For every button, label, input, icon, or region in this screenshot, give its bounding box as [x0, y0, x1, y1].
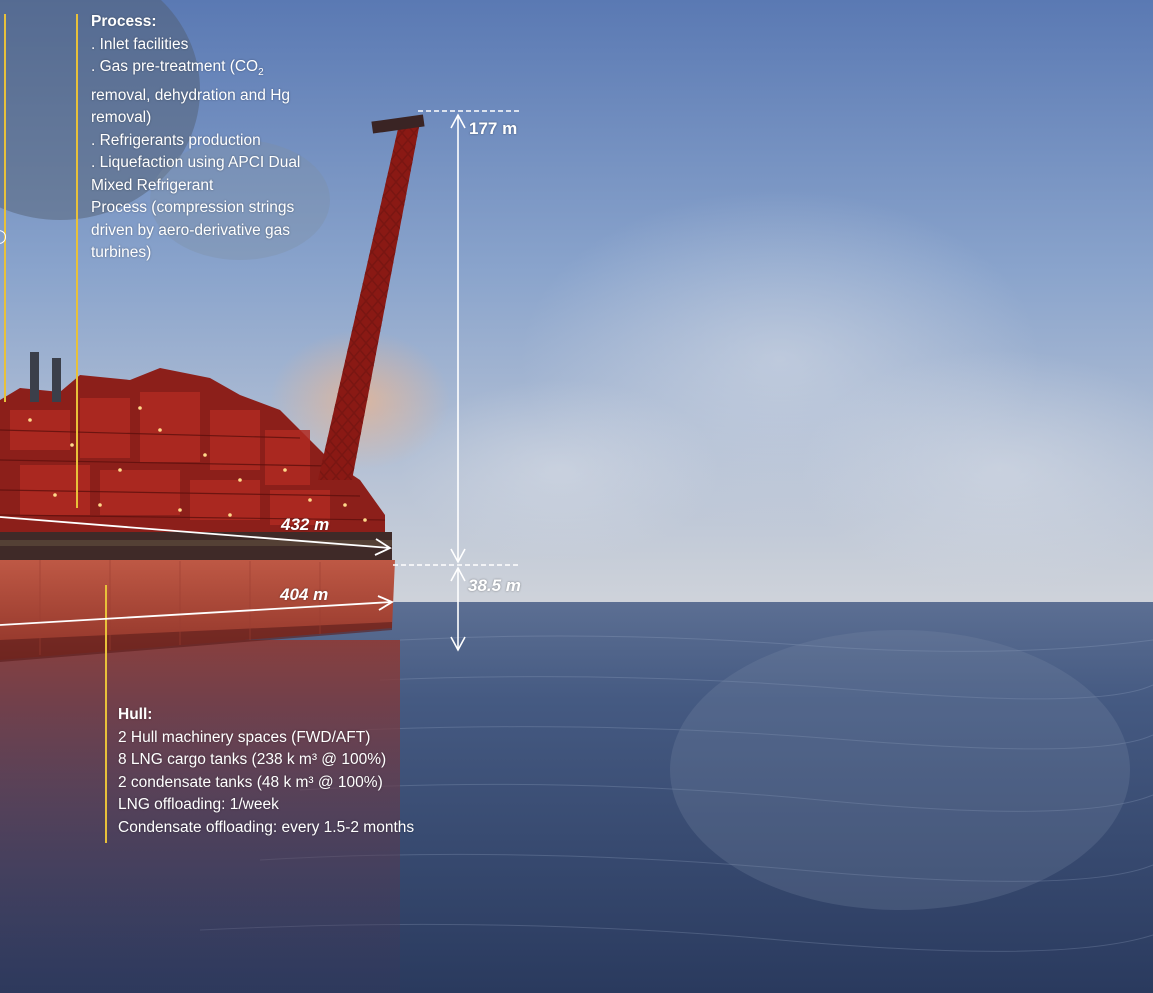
process-line: removal) — [91, 109, 152, 127]
process-line: turbines) — [91, 244, 152, 262]
height-above-label: 177 m — [469, 119, 518, 138]
hull-length-label: 404 m — [280, 585, 329, 604]
hull-line: 2 Hull machinery spaces (FWD/AFT) — [118, 728, 371, 746]
process-line: . Inlet facilities — [91, 35, 189, 53]
process-line: Mixed Refrigerant — [91, 176, 214, 194]
upper-length-label: 432 m — [281, 515, 330, 534]
hull-heading: Hull: — [118, 706, 153, 723]
process-line-co2: . Gas pre-treatment (CO2 — [91, 56, 300, 85]
hull-line: LNG offloading: 1/week — [118, 796, 279, 813]
co2-subscript: 2 — [258, 67, 264, 79]
hull-line: 8 LNG cargo tanks (238 k m³ @ 100%) — [118, 751, 387, 768]
hull-line: 2 condensate tanks (48 k m³ @ 100%) — [118, 773, 383, 791]
process-heading: Process: — [91, 13, 157, 30]
process-line: . Gas pre-treatment (CO — [91, 58, 259, 75]
process-info: Process: . Inlet facilities . Gas pre-tr… — [91, 11, 300, 265]
process-line: removal, dehydration and Hg — [91, 86, 291, 104]
hull-line: Condensate offloading: every 1.5-2 month… — [118, 818, 415, 836]
process-line: . Liquefaction using APCI Dual — [91, 154, 301, 172]
process-line: . Refrigerants production — [91, 131, 261, 149]
process-line: Process (compression strings — [91, 199, 295, 217]
process-line: driven by aero-derivative gas — [91, 221, 291, 239]
hull-info: Hull: 2 Hull machinery spaces (FWD/AFT) … — [118, 704, 414, 839]
hull-height-label: 38.5 m — [468, 576, 521, 595]
